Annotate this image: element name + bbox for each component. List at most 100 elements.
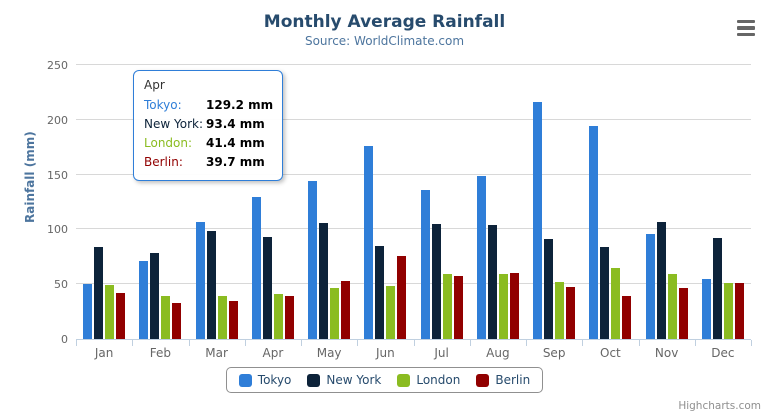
tooltip-series-label: New York: [144,117,203,131]
bar-tokyo-apr[interactable] [251,197,261,339]
bar-new-york-may[interactable] [319,222,329,339]
tooltip-series-value: 129.2 mm [206,98,274,112]
tooltip-series-label: London: [144,136,193,150]
bar-tokyo-mar[interactable] [195,222,205,339]
gridline [76,173,751,175]
bar-berlin-jun[interactable] [397,256,407,339]
tooltip-row: Berlin: 39.7 mm [144,153,272,172]
x-axis-tick [132,340,134,346]
export-menu-button[interactable] [733,16,759,40]
bar-new-york-dec[interactable] [712,237,722,339]
bar-new-york-jun[interactable] [375,246,385,339]
bar-berlin-jan[interactable] [116,292,126,339]
x-axis-tick [638,340,640,346]
legend-item-new-york[interactable]: New York [307,373,381,387]
bar-tokyo-jul[interactable] [420,190,430,339]
bar-london-mar[interactable] [217,295,227,339]
tooltip-series-value: 39.7 mm [206,155,265,169]
bar-berlin-feb[interactable] [172,302,182,339]
bar-new-york-oct[interactable] [600,247,610,339]
tooltip: Apr Tokyo: 129.2 mm New York: 93.4 mm London… [133,70,283,181]
bar-berlin-jul[interactable] [453,276,463,339]
x-axis-label: Dec [711,346,735,360]
bar-new-york-jan[interactable] [94,247,104,339]
bar-berlin-mar[interactable] [228,301,238,339]
tooltip-header: Apr [144,78,165,92]
legend-item-london[interactable]: London [397,373,460,387]
bar-new-york-feb[interactable] [150,252,160,339]
bar-london-jan[interactable] [105,285,115,339]
x-axis-label: May [316,346,342,360]
bar-london-apr[interactable] [273,293,283,339]
bar-tokyo-sep[interactable] [533,101,543,339]
x-axis-label: Nov [654,346,679,360]
legend-label: Berlin [495,373,531,387]
legend-swatch-berlin [476,373,490,387]
x-axis-label: Jan [94,346,114,360]
bar-tokyo-nov[interactable] [645,234,655,339]
bar-new-york-aug[interactable] [487,224,497,339]
x-axis-label: Oct [600,346,621,360]
bar-london-sep[interactable] [555,281,565,339]
tooltip-row: London: 41.4 mm [144,134,272,153]
bar-berlin-oct[interactable] [622,296,632,339]
bar-tokyo-jun[interactable] [364,146,374,339]
bar-new-york-mar[interactable] [206,231,216,339]
legend-label: London [416,373,461,387]
gridline [76,228,751,230]
x-axis-tick [76,340,77,346]
credits-link[interactable]: Highcharts.com [678,400,761,412]
x-axis-tick [469,340,471,346]
legend: Tokyo New York London Berlin [0,367,769,393]
bar-tokyo-jan[interactable] [83,284,93,339]
x-axis-tick [413,340,415,346]
bar-london-jul[interactable] [442,274,452,339]
legend-item-tokyo[interactable]: Tokyo [238,373,292,387]
x-axis-label: Jun [376,346,395,360]
legend-swatch-tokyo [238,373,252,387]
bar-berlin-aug[interactable] [509,272,519,339]
bar-berlin-apr[interactable] [284,295,294,339]
x-axis-label: Jul [434,346,449,360]
bar-london-dec[interactable] [723,282,733,339]
bar-london-oct[interactable] [611,267,621,339]
legend-box: Tokyo New York London Berlin [225,367,544,393]
hamburger-menu-icon [735,18,757,38]
bar-tokyo-may[interactable] [308,181,318,339]
bar-london-nov[interactable] [667,274,677,339]
bar-london-jun[interactable] [386,286,396,339]
chart-title: Monthly Average Rainfall [263,12,506,32]
bar-new-york-sep[interactable] [544,239,554,339]
legend-item-berlin[interactable]: Berlin [476,373,530,387]
bar-berlin-may[interactable] [341,281,351,339]
bar-london-aug[interactable] [498,273,508,339]
tooltip-series-label: Tokyo: [144,98,182,112]
x-axis-label: Apr [262,346,284,360]
legend-label: New York [326,373,382,387]
bar-berlin-dec[interactable] [734,283,744,339]
x-axis-label: Feb [149,346,171,360]
bar-london-may[interactable] [330,287,340,339]
x-axis-tick [244,340,246,346]
bar-tokyo-feb[interactable] [139,260,149,339]
bar-new-york-jul[interactable] [431,223,441,339]
bar-new-york-nov[interactable] [656,222,666,339]
legend-swatch-london [397,373,411,387]
tooltip-series-value: 41.4 mm [206,136,265,150]
y-axis-label: 0 [61,333,68,346]
y-axis-label: 100 [47,223,68,237]
bar-tokyo-aug[interactable] [476,176,486,339]
y-axis-label: 50 [54,278,68,292]
bar-tokyo-oct[interactable] [589,126,599,339]
bar-tokyo-dec[interactable] [701,279,711,339]
gridline [76,64,751,65]
chart-subtitle: Source: WorldClimate.com [304,34,465,48]
x-axis-tick [526,340,527,346]
bar-london-feb[interactable] [161,296,171,339]
bar-berlin-sep[interactable] [566,286,576,339]
bar-new-york-apr[interactable] [262,236,272,339]
legend-label: Tokyo [257,373,292,387]
bar-berlin-nov[interactable] [678,287,688,339]
y-axis-label: 150 [47,168,68,182]
